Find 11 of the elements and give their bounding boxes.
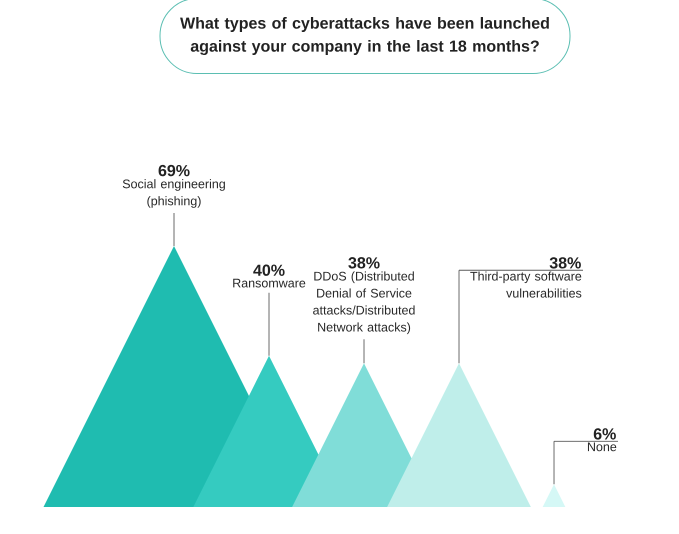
data-label: 40%: [253, 264, 285, 276]
data-label: 38%: [348, 257, 380, 269]
data-label: 69%: [158, 164, 190, 176]
data-label: 6%: [594, 428, 616, 440]
category-label: Ransomware: [233, 278, 306, 288]
category-label: None: [588, 442, 616, 452]
text: What types of cyberattacks have been launched against your company in the last 18 months?: [180, 17, 549, 56]
category-label: Third-party software vulnerabilities: [470, 271, 582, 298]
category-label: DDoS (Distributed Denial of Service attacks/Distributed Network attacks): [313, 271, 415, 334]
data-label: 38%: [550, 257, 581, 269]
category-label: Social engineering (phishing): [122, 179, 225, 208]
